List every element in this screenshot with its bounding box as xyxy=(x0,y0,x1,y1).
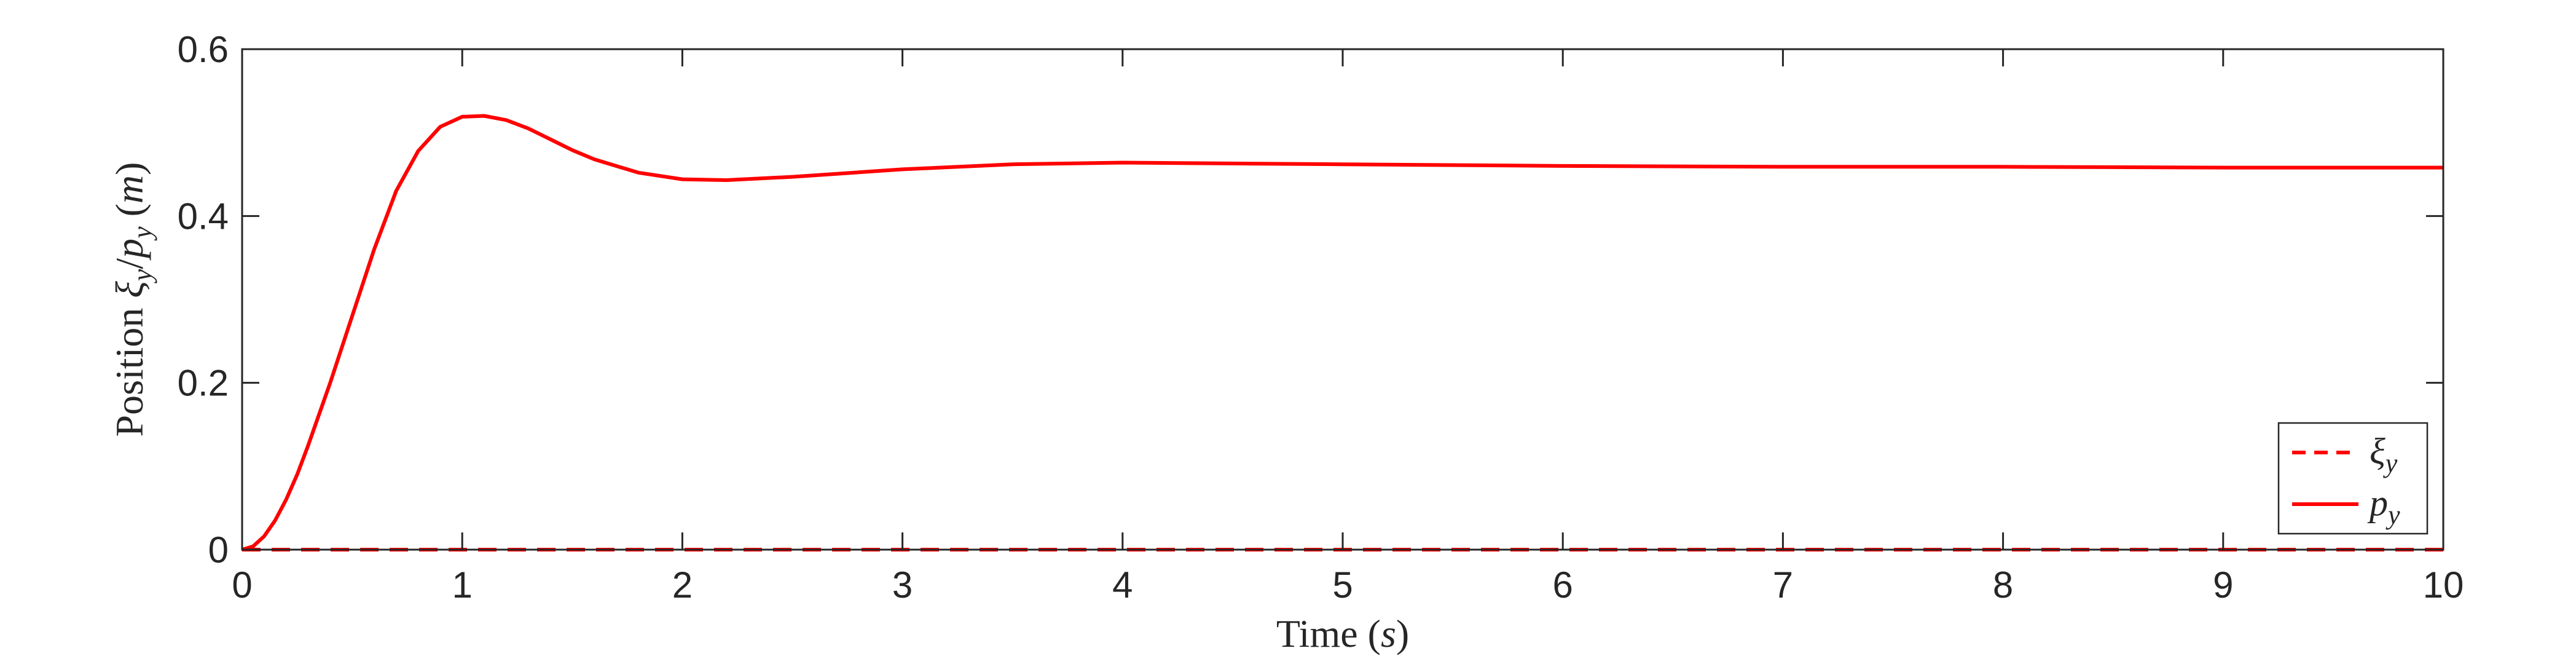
x-tick-label: 5 xyxy=(1332,564,1353,606)
legend-label-p-y: py xyxy=(2367,483,2400,530)
x-tick-label: 3 xyxy=(892,564,913,606)
x-tick-label: 7 xyxy=(1773,564,1793,606)
legend: ξy py xyxy=(2277,422,2429,535)
y-tick-label: 0.6 xyxy=(178,29,229,70)
x-tick-label: 0 xyxy=(232,564,252,606)
y-tick-label: 0.2 xyxy=(178,363,229,404)
x-tick-label: 8 xyxy=(1993,564,2013,606)
y-tick-label: 0.4 xyxy=(178,196,229,237)
x-axis-label: Time (s) xyxy=(1276,612,1409,655)
x-tick-label: 10 xyxy=(2423,564,2464,606)
y-tick-label: 0 xyxy=(208,529,229,571)
x-tick-label: 1 xyxy=(452,564,473,606)
x-tick-label: 2 xyxy=(672,564,693,606)
plot-area xyxy=(242,114,2443,551)
x-tick-label: 9 xyxy=(2213,564,2233,606)
axes-box xyxy=(241,48,2444,551)
series-line-p-y xyxy=(242,114,2443,551)
legend-label-xi-y: ξy xyxy=(2370,431,2398,478)
ticks: 0 1 2 3 4 5 6 7 8 9 10 0 0.2 0.4 0.6 xyxy=(178,29,2464,606)
x-tick-label: 4 xyxy=(1112,564,1133,606)
legend-box xyxy=(2277,422,2429,535)
x-tick-label: 6 xyxy=(1553,564,1573,606)
y-axis-label: Position ξy/py (m) xyxy=(108,162,157,437)
